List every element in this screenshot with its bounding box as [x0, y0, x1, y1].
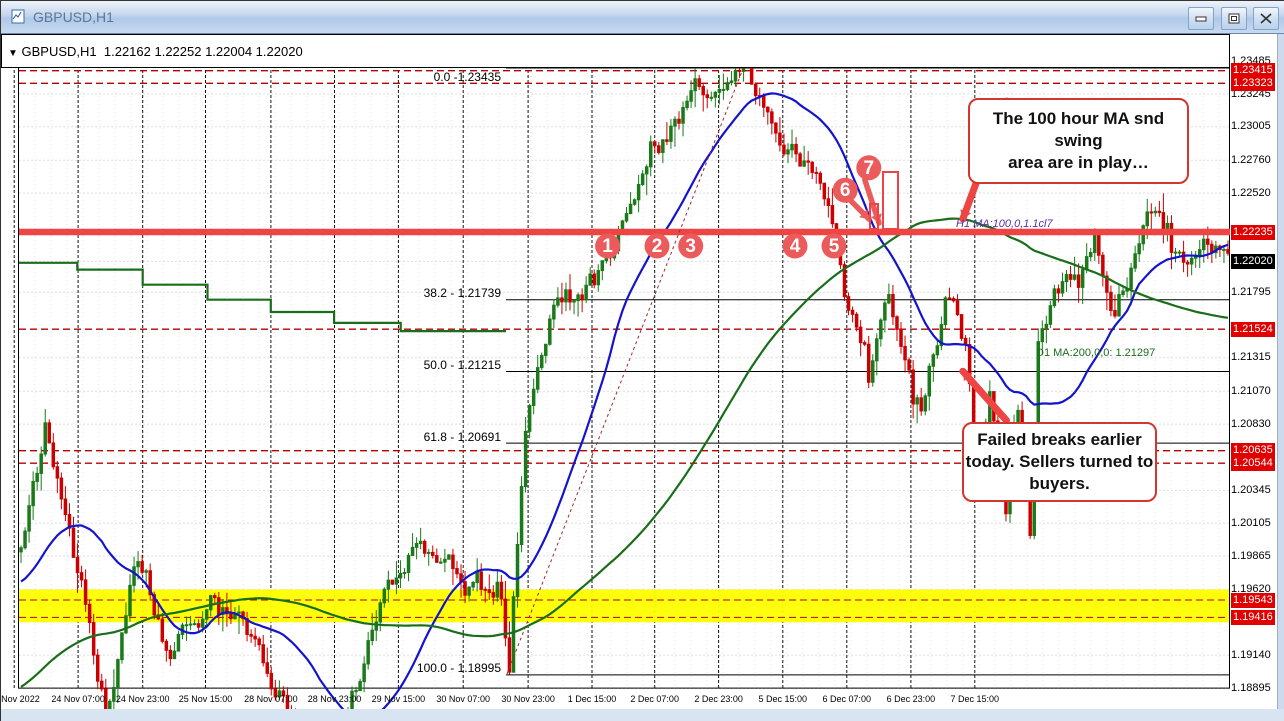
- svg-text:3: 3: [685, 236, 696, 257]
- svg-text:5: 5: [829, 236, 840, 257]
- svg-text:6: 6: [840, 180, 851, 201]
- svg-text:7: 7: [864, 158, 875, 179]
- svg-text:1: 1: [602, 236, 613, 257]
- svg-text:2: 2: [652, 236, 663, 257]
- svg-text:4: 4: [790, 236, 801, 257]
